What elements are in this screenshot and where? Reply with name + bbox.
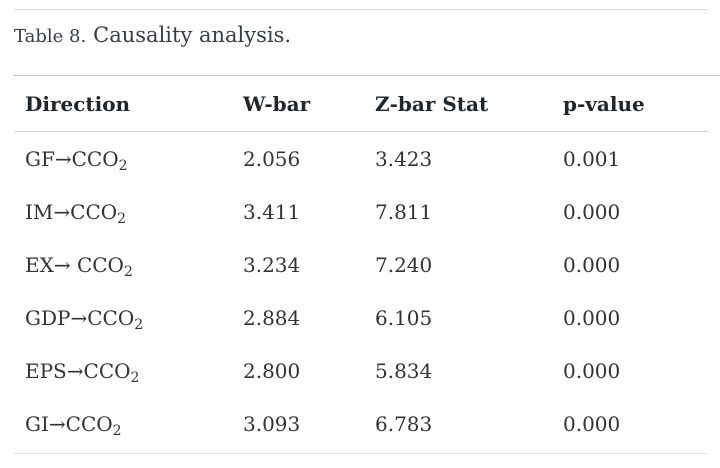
table-row: EX→ CCO2 3.234 7.240 0.000 bbox=[0, 238, 720, 291]
direction-cell: GDP→CCO2 bbox=[25, 305, 243, 333]
p-value-cell: 0.000 bbox=[563, 305, 621, 330]
w-bar-cell: 3.093 bbox=[243, 411, 301, 436]
table-row: GDP→CCO2 2.884 6.105 0.000 bbox=[0, 291, 720, 344]
column-header-direction: Direction bbox=[25, 91, 131, 116]
table-row: EPS→CCO2 2.800 5.834 0.000 bbox=[0, 344, 720, 397]
direction-text: GDP→CCO bbox=[25, 305, 135, 330]
z-bar-cell: 7.811 bbox=[375, 199, 433, 224]
z-bar-cell: 6.783 bbox=[375, 411, 433, 436]
table-label: Table 8. bbox=[14, 26, 87, 47]
header-rule bbox=[14, 131, 708, 132]
direction-cell: EX→ CCO2 bbox=[25, 252, 243, 280]
table-title: Causality analysis. bbox=[93, 23, 292, 47]
z-bar-cell: 5.834 bbox=[375, 358, 433, 383]
direction-text: GI→CCO bbox=[25, 411, 113, 436]
p-value-cell: 0.000 bbox=[563, 252, 621, 277]
caption-rule bbox=[14, 75, 720, 76]
table-caption: Table 8. Causality analysis. bbox=[0, 10, 720, 75]
direction-text: EX→ CCO bbox=[25, 252, 124, 277]
direction-text: GF→CCO bbox=[25, 146, 119, 171]
z-bar-cell: 7.240 bbox=[375, 252, 433, 277]
table-row: IM→CCO2 3.411 7.811 0.000 bbox=[0, 185, 720, 238]
direction-subscript: 2 bbox=[117, 210, 127, 227]
p-value-cell: 0.001 bbox=[563, 146, 621, 171]
direction-subscript: 2 bbox=[130, 369, 140, 386]
direction-cell: IM→CCO2 bbox=[25, 199, 243, 227]
w-bar-cell: 2.800 bbox=[243, 358, 301, 383]
w-bar-cell: 3.234 bbox=[243, 252, 301, 277]
direction-cell: GF→CCO2 bbox=[25, 146, 243, 174]
top-rule bbox=[14, 9, 708, 10]
direction-subscript: 2 bbox=[118, 157, 128, 174]
bottom-rule bbox=[14, 453, 708, 454]
z-bar-cell: 6.105 bbox=[375, 305, 433, 330]
direction-subscript: 2 bbox=[112, 422, 122, 439]
w-bar-cell: 3.411 bbox=[243, 199, 301, 224]
p-value-cell: 0.000 bbox=[563, 411, 621, 436]
w-bar-cell: 2.056 bbox=[243, 146, 301, 171]
p-value-cell: 0.000 bbox=[563, 358, 621, 383]
table-body: GF→CCO2 2.056 3.423 0.001 IM→CCO2 3.411 … bbox=[0, 132, 720, 453]
z-bar-cell: 3.423 bbox=[375, 146, 433, 171]
w-bar-cell: 2.884 bbox=[243, 305, 301, 330]
direction-text: EPS→CCO bbox=[25, 358, 131, 383]
table-row: GF→CCO2 2.056 3.423 0.001 bbox=[0, 132, 720, 185]
column-header-p-value: p-value bbox=[563, 91, 645, 116]
column-header-z-bar-stat: Z-bar Stat bbox=[375, 91, 489, 116]
table-row: GI→CCO2 3.093 6.783 0.000 bbox=[0, 397, 720, 450]
direction-cell: EPS→CCO2 bbox=[25, 358, 243, 386]
table-header-row: Direction W-bar Z-bar Stat p-value bbox=[0, 76, 720, 131]
direction-text: IM→CCO bbox=[25, 199, 118, 224]
direction-cell: GI→CCO2 bbox=[25, 411, 243, 439]
p-value-cell: 0.000 bbox=[563, 199, 621, 224]
direction-subscript: 2 bbox=[123, 263, 133, 280]
direction-subscript: 2 bbox=[134, 316, 144, 333]
column-header-w-bar: W-bar bbox=[243, 91, 311, 116]
